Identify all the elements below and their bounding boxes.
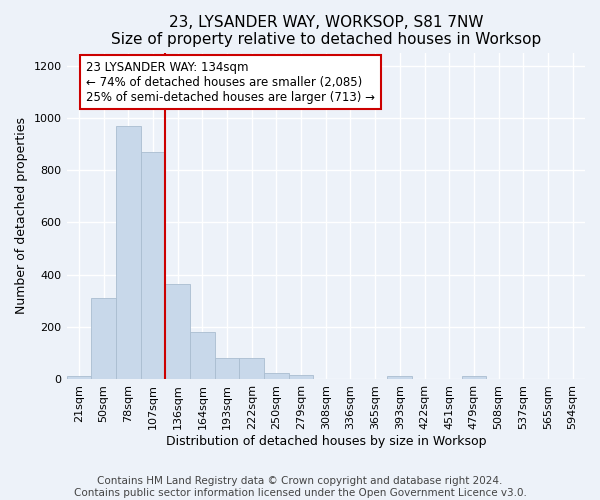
- Bar: [461, 376, 486, 379]
- Bar: [165, 284, 190, 379]
- Bar: [239, 358, 264, 379]
- Text: 23 LYSANDER WAY: 134sqm
← 74% of detached houses are smaller (2,085)
25% of semi: 23 LYSANDER WAY: 134sqm ← 74% of detache…: [86, 60, 375, 104]
- Bar: [67, 376, 91, 379]
- Bar: [215, 358, 239, 379]
- Bar: [388, 376, 412, 379]
- Text: Contains HM Land Registry data © Crown copyright and database right 2024.
Contai: Contains HM Land Registry data © Crown c…: [74, 476, 526, 498]
- Bar: [140, 152, 165, 379]
- Bar: [116, 126, 140, 379]
- Bar: [91, 298, 116, 379]
- X-axis label: Distribution of detached houses by size in Worksop: Distribution of detached houses by size …: [166, 434, 486, 448]
- Y-axis label: Number of detached properties: Number of detached properties: [15, 118, 28, 314]
- Bar: [264, 373, 289, 379]
- Title: 23, LYSANDER WAY, WORKSOP, S81 7NW
Size of property relative to detached houses : 23, LYSANDER WAY, WORKSOP, S81 7NW Size …: [110, 15, 541, 48]
- Bar: [190, 332, 215, 379]
- Bar: [289, 375, 313, 379]
